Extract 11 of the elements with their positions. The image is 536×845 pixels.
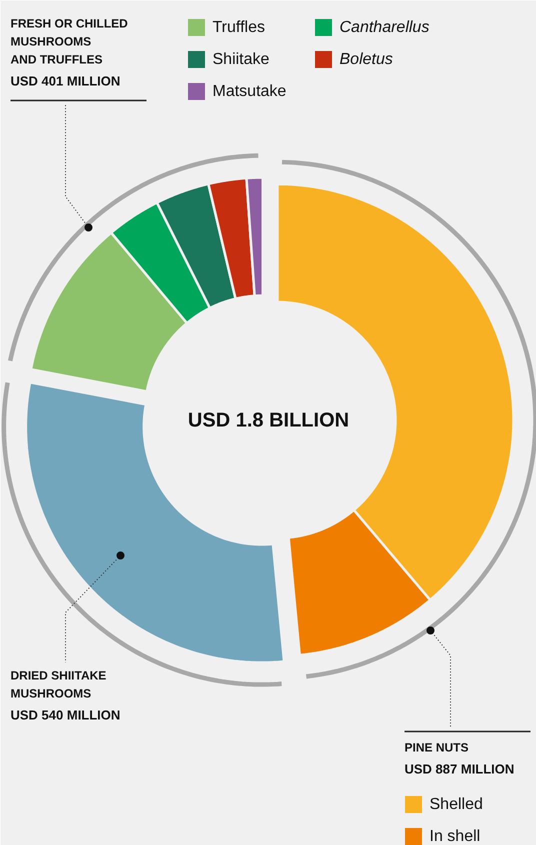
text: USD 1.8 BILLION xyxy=(188,410,350,432)
legend-label: Boletus xyxy=(340,51,393,68)
legend-label: Shiitake xyxy=(212,51,270,68)
text: PINE NUTS USD 887 MILLION xyxy=(404,740,514,776)
legend-label: Truffles xyxy=(212,19,265,36)
legend-label: In shell xyxy=(430,828,480,845)
text: FRESH OR CHILLED MUSHROOMS AND TRUFFLES USD 401 MILLION xyxy=(10,16,128,88)
legend-label: Matsutake xyxy=(212,83,286,100)
text: DRIED SHIITAKE MUSHROOMS USD 540 MILLION xyxy=(10,668,120,722)
legend-label: Cantharellus xyxy=(340,19,430,36)
legend-label: Shelled xyxy=(430,796,483,813)
